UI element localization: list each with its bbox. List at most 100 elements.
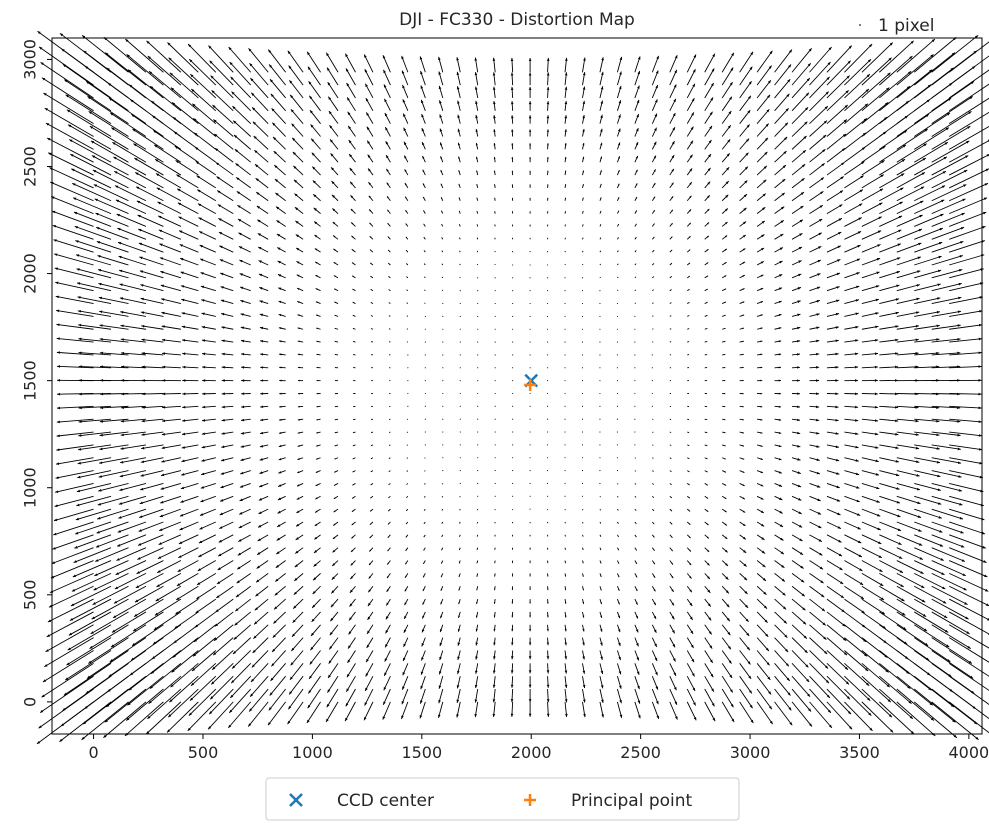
distortion-arrow: [547, 354, 549, 356]
distortion-arrow: [313, 560, 321, 567]
distortion-arrow: [599, 701, 605, 718]
distortion-arrow: [307, 66, 321, 86]
distortion-arrow: [634, 380, 636, 382]
y-tick-label: 1500: [21, 360, 40, 401]
distortion-arrow: [651, 586, 656, 592]
distortion-arrow: [581, 380, 584, 382]
distortion-arrow: [721, 495, 727, 500]
distortion-arrow: [175, 159, 199, 176]
distortion-arrow: [651, 223, 655, 227]
distortion-arrow: [295, 234, 304, 240]
distortion-arrow: [861, 701, 894, 733]
distortion-arrow: [181, 339, 199, 343]
distortion-arrow: [739, 124, 750, 137]
distortion-arrow: [352, 483, 356, 486]
distortion-arrow: [529, 328, 531, 330]
distortion-arrow: [146, 40, 182, 73]
distortion-arrow: [721, 508, 727, 513]
distortion-arrow: [403, 624, 409, 634]
distortion-arrow: [406, 276, 409, 279]
distortion-arrow: [51, 196, 94, 215]
distortion-arrow: [239, 483, 251, 488]
distortion-arrow: [669, 209, 674, 214]
distortion-arrow: [599, 197, 602, 201]
distortion-arrow: [616, 156, 621, 163]
distortion-arrow: [634, 341, 636, 343]
distortion-arrow: [704, 650, 714, 664]
distortion-arrow: [651, 209, 656, 214]
distortion-arrow: [383, 84, 391, 99]
distortion-arrow: [94, 560, 129, 577]
distortion-arrow: [510, 86, 514, 98]
distortion-arrow: [189, 675, 217, 701]
distortion-arrow: [510, 101, 514, 111]
distortion-arrow: [914, 637, 951, 663]
distortion-arrow: [255, 573, 269, 583]
distortion-arrow: [278, 431, 286, 434]
distortion-arrow: [370, 457, 374, 460]
distortion-arrow: [528, 663, 532, 674]
distortion-arrow: [616, 701, 623, 718]
distortion-arrow: [931, 80, 975, 112]
distortion-arrow: [181, 325, 199, 330]
distortion-arrow: [477, 341, 479, 343]
distortion-arrow: [896, 560, 924, 575]
distortion-arrow: [547, 392, 549, 395]
distortion-arrow: [474, 72, 479, 86]
distortion-arrow: [861, 444, 879, 449]
distortion-arrow: [441, 223, 444, 227]
distortion-arrow: [564, 470, 566, 472]
distortion-arrow: [896, 431, 919, 436]
distortion-arrow: [311, 152, 321, 163]
distortion-arrow: [809, 444, 820, 448]
distortion-arrow: [334, 301, 339, 304]
distortion-arrow: [634, 85, 640, 99]
distortion-arrow: [757, 353, 763, 356]
distortion-arrow: [599, 237, 602, 240]
distortion-arrow: [141, 418, 164, 423]
distortion-arrow: [194, 611, 217, 628]
distortion-arrow: [599, 392, 601, 395]
distortion-arrow: [582, 210, 584, 214]
distortion-arrow: [55, 483, 94, 493]
distortion-arrow: [756, 327, 763, 330]
distortion-arrow: [564, 277, 566, 279]
distortion-arrow: [791, 232, 803, 240]
distortion-arrow: [260, 353, 269, 356]
distortion-arrow: [931, 282, 962, 292]
distortion-arrow: [809, 663, 830, 684]
distortion-arrow: [477, 495, 479, 497]
distortion-arrow: [88, 110, 129, 137]
distortion-arrow: [314, 248, 321, 253]
distortion-arrow: [511, 599, 514, 604]
distortion-arrow: [315, 483, 321, 487]
distortion-arrow: [494, 315, 496, 317]
distortion-arrow: [75, 508, 112, 521]
distortion-arrow: [388, 302, 391, 304]
distortion-arrow: [739, 637, 751, 651]
distortion-arrow: [141, 365, 164, 369]
distortion-arrow: [564, 599, 567, 604]
distortion-arrow: [424, 328, 426, 330]
distortion-arrow: [252, 121, 269, 137]
distortion-arrow: [371, 393, 373, 395]
distortion-arrow: [437, 701, 444, 718]
distortion-arrow: [48, 152, 94, 176]
distortion-arrow: [791, 273, 802, 279]
distortion-arrow: [704, 637, 713, 649]
distortion-arrow: [141, 431, 164, 436]
distortion-arrow: [259, 313, 269, 317]
distortion-arrow: [493, 624, 496, 632]
distortion-arrow: [424, 457, 426, 459]
distortion-arrow: [599, 431, 601, 433]
distortion-arrow: [949, 457, 983, 465]
distortion-arrow: [441, 250, 444, 253]
distortion-arrow: [292, 598, 304, 609]
distortion-arrow: [118, 508, 147, 519]
distortion-arrow: [368, 209, 374, 214]
distortion-arrow: [756, 261, 764, 266]
distortion-arrow: [512, 418, 514, 420]
distortion-arrow: [53, 521, 94, 536]
distortion-arrow: [314, 534, 321, 540]
distortion-arrow: [254, 163, 269, 176]
